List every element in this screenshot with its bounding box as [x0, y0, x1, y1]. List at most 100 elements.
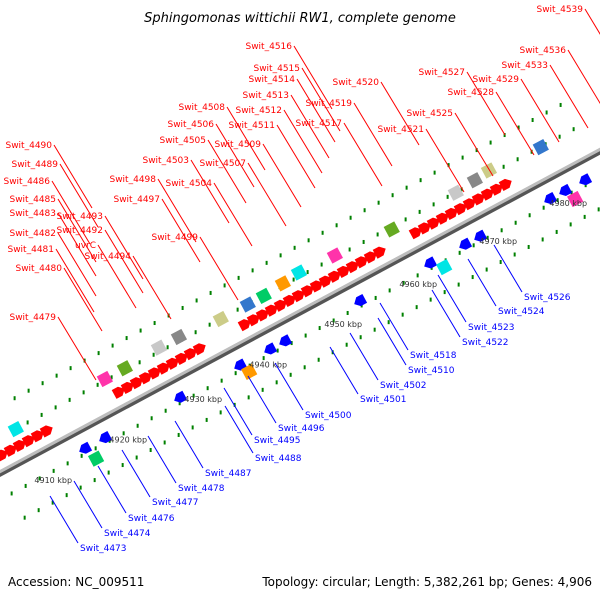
reverse-gene [579, 173, 593, 186]
label-leader-line [190, 159, 230, 224]
gene-category-block [241, 363, 258, 380]
reverse-gene-label: Swit_4500 [305, 411, 352, 421]
gene-category-block [274, 275, 291, 292]
track-dot [80, 453, 83, 458]
track-dot [27, 388, 30, 393]
track-dot [219, 410, 222, 415]
track-dot [191, 425, 194, 430]
forward-gene [462, 198, 476, 211]
forward-gene-label: Swit_4511 [228, 121, 275, 131]
track-dot [457, 282, 460, 287]
gene-category-block [212, 310, 229, 328]
forward-gene [327, 270, 341, 283]
scale-tick-label: 4920 kbp [109, 436, 147, 445]
forward-gene [489, 183, 503, 196]
label-leader-line [466, 71, 506, 136]
forward-gene [444, 207, 458, 220]
track-dot [163, 440, 166, 445]
track-dot [460, 187, 463, 192]
reverse-gene-label: Swit_4496 [278, 424, 325, 434]
track-dot [125, 336, 128, 341]
track-dot [251, 268, 254, 273]
track-dot [150, 416, 153, 421]
track-dot [24, 483, 27, 488]
scale-ticks: 4910 kbp 4920 kbp 4930 kbp 4940 kbp 4950 kbp… [34, 199, 587, 485]
forward-gene-label: Swit_4483 [9, 209, 56, 219]
track-dot [374, 295, 377, 300]
label-leader-line [97, 244, 137, 309]
track-dot [208, 322, 211, 327]
track-dot [545, 110, 548, 115]
track-dot [292, 277, 295, 282]
scale-tick-label: 4960 kbp [399, 280, 437, 289]
forward-gene-labels: Swit_4539 Swit_4536 Swit_4533 Swit_4529 Swit… [3, 5, 600, 381]
reverse-gene [544, 192, 558, 205]
forward-gene [147, 367, 161, 380]
forward-gene-label: Swit_4498 [109, 175, 156, 185]
track-dot [387, 320, 390, 325]
track-dot [416, 273, 419, 278]
forward-gene-label: Swit_4539 [536, 5, 583, 15]
track-dot [66, 461, 69, 466]
forward-gene [120, 381, 134, 394]
track-dot [475, 148, 478, 153]
track-dot [517, 125, 520, 130]
forward-gene-label: Swit_4499 [151, 233, 198, 243]
forward-gene-label: Swit_4529 [472, 75, 519, 85]
track-dot [40, 412, 43, 417]
forward-gene-label: Swit_4525 [406, 109, 453, 119]
label-leader-line [51, 180, 91, 245]
reverse-gene-label: Swit_4518 [410, 351, 457, 361]
track-dot [377, 200, 380, 205]
track-dot [265, 260, 268, 265]
gene-category-block [150, 339, 168, 356]
label-leader-line [377, 317, 407, 366]
reverse-gene-label: Swit_4476 [128, 514, 175, 524]
track-dot [500, 228, 503, 233]
track-dot [220, 378, 223, 383]
track-dot [485, 267, 488, 272]
track-dot [181, 305, 184, 310]
track-dot [261, 387, 264, 392]
track-dot [502, 164, 505, 169]
forward-gene [372, 246, 386, 259]
gene-category-block [383, 221, 400, 238]
label-leader-line [73, 480, 103, 529]
forward-gene [264, 304, 278, 317]
reverse-gene-label: Swit_4501 [360, 395, 407, 405]
forward-gene-label: Swit_4533 [501, 61, 548, 71]
reverse-gene-label: Swit_4487 [205, 469, 252, 479]
forward-gene-label: Swit_4494 [84, 252, 131, 262]
track-dot [572, 127, 575, 132]
forward-gene-label: Swit_4505 [159, 136, 206, 146]
reverse-gene-labels: Swit_4526 Swit_4524 Swit_4523 Swit_4522 Swit… [49, 244, 571, 554]
gene-category-block [116, 360, 133, 377]
forward-gene-label: Swit_4527 [418, 68, 465, 78]
track-dot [404, 217, 407, 222]
gene-category-block [255, 287, 272, 305]
forward-gene-label: uvrC [75, 241, 96, 251]
genome-backbone-shadow [0, 147, 600, 478]
track-dot [54, 405, 57, 410]
gene-category-block [436, 258, 453, 276]
label-leader-line [329, 346, 359, 395]
forward-gene-label: Swit_4508 [178, 103, 225, 113]
track-dot [402, 280, 405, 285]
track-dot [164, 408, 167, 413]
scale-tick-label: 4910 kbp [34, 476, 72, 485]
track-dot [166, 345, 169, 350]
track-dot [136, 423, 139, 428]
forward-gene [138, 372, 152, 385]
label-leader-line [380, 81, 420, 146]
track-dot [121, 463, 124, 468]
genome-summary-text: Topology: circular; Length: 5,382,261 bp… [261, 575, 592, 589]
track-dot [556, 198, 559, 203]
track-dot [107, 470, 110, 475]
label-leader-line [283, 109, 323, 174]
track-dot [194, 330, 197, 335]
track-dot [418, 209, 421, 214]
track-dot [52, 468, 55, 473]
forward-gene [192, 343, 206, 356]
reverse-gene-label: Swit_4526 [524, 293, 571, 303]
track-dot [69, 366, 72, 371]
